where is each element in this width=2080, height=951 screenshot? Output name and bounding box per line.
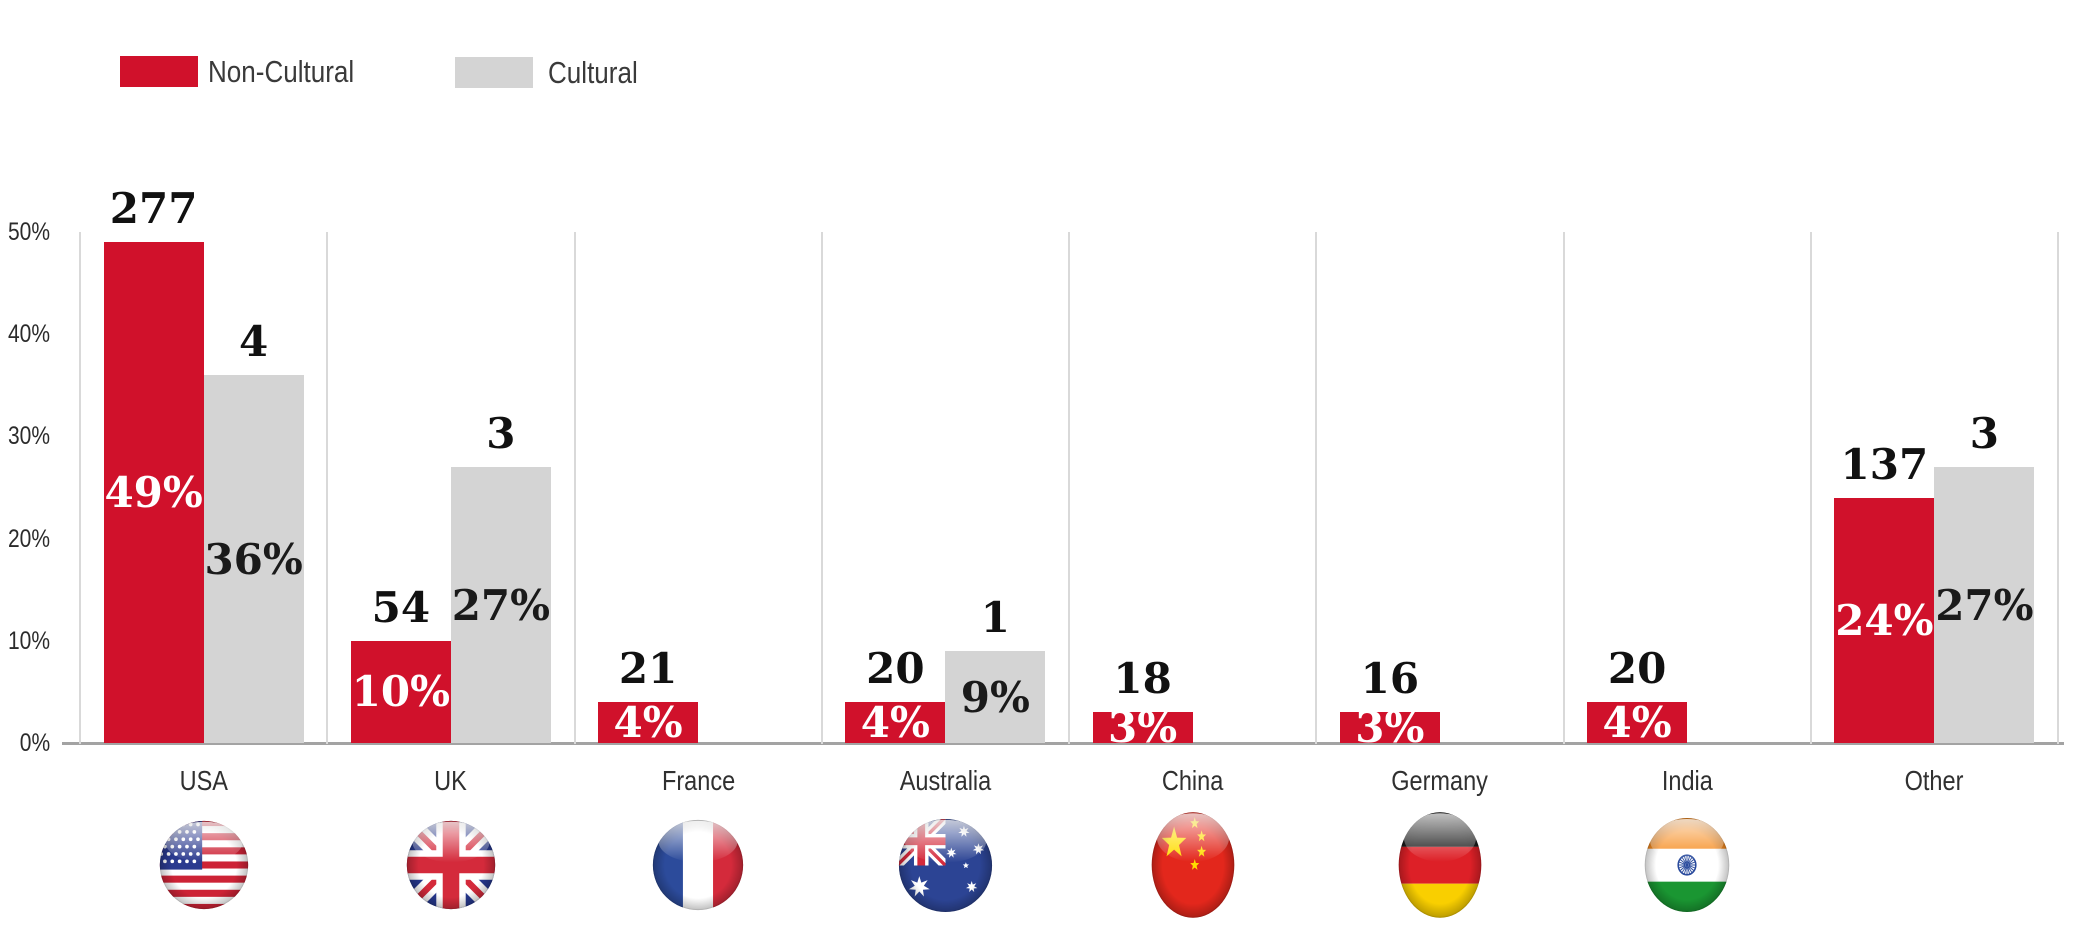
category-label-other: Other (1811, 766, 2058, 796)
bar-cultural-australia (945, 651, 1046, 743)
category-label-text: Germany (1391, 765, 1489, 796)
category-label-text: Other (1904, 765, 1964, 796)
bar-cultural-uk (450, 467, 551, 743)
category-label-text: USA (179, 765, 228, 796)
panel-separator (1562, 232, 1565, 744)
bar-non-cultural-germany (1339, 712, 1440, 743)
y-tick-label: 40% (0, 318, 50, 350)
category-label-france: France (575, 766, 822, 796)
usa-flag-icon (158, 819, 250, 911)
panel-separator (1315, 232, 1318, 744)
bar-cultural-usa (203, 375, 304, 743)
count-label-non-cultural-other: 137 (1840, 439, 1929, 489)
category-label-text: UK (434, 765, 468, 796)
legend-swatch-non-cultural (120, 56, 198, 87)
panel-separator (573, 232, 576, 744)
bar-non-cultural-uk (350, 640, 451, 743)
bar-non-cultural-australia (845, 702, 946, 743)
panel-separator (326, 232, 329, 744)
bar-non-cultural-china (1092, 712, 1193, 743)
uk-flag-icon (405, 819, 497, 911)
count-label-non-cultural-france: 21 (618, 644, 678, 694)
percent-label-non-cultural-germany: 3% (1355, 703, 1425, 753)
y-tick-label: 20% (0, 523, 50, 555)
panel-separator (1068, 232, 1070, 744)
y-tick-label: 30% (0, 420, 50, 452)
legend-label-non-cultural: Non-Cultural (208, 54, 355, 89)
count-label-non-cultural-australia: 20 (866, 644, 925, 694)
percent-label-non-cultural-usa: 49% (104, 468, 203, 518)
percent-label-non-cultural-india: 4% (1602, 698, 1672, 748)
percent-label-non-cultural-france: 4% (613, 698, 683, 748)
category-label-text: Australia (899, 765, 992, 796)
y-tick-label: 10% (0, 625, 50, 657)
y-tick-text: 50% (8, 218, 51, 246)
category-label-china: China (1069, 766, 1316, 796)
count-label-cultural-australia: 1 (980, 593, 1010, 643)
category-label-text: France (661, 765, 735, 796)
bar-non-cultural-india (1587, 702, 1688, 743)
count-label-cultural-other: 3 (1969, 409, 1999, 459)
legend-label-cultural: Cultural (548, 55, 638, 90)
bar-non-cultural-other (1834, 497, 1935, 743)
percent-label-non-cultural-australia: 4% (860, 698, 930, 748)
panel-separator (2057, 232, 2059, 744)
y-tick-text: 10% (8, 626, 51, 655)
count-label-cultural-uk: 3 (486, 409, 516, 459)
count-label-non-cultural-india: 20 (1607, 644, 1667, 694)
category-label-usa: USA (80, 766, 327, 796)
category-label-text: India (1661, 765, 1713, 796)
percent-label-cultural-uk: 27% (451, 580, 551, 630)
australia-flag-icon (897, 817, 994, 914)
percent-label-non-cultural-china: 3% (1108, 703, 1178, 753)
china-flag-icon (1150, 810, 1236, 920)
panel-separator (79, 232, 81, 744)
count-label-non-cultural-uk: 54 (371, 582, 431, 632)
category-label-uk: UK (327, 766, 574, 796)
panel-separator (1809, 232, 1812, 744)
bar-non-cultural-usa (103, 242, 204, 743)
count-label-non-cultural-germany: 16 (1360, 654, 1420, 704)
percent-label-cultural-other: 27% (1935, 580, 2034, 630)
legend-swatch-cultural (455, 57, 533, 88)
percent-label-cultural-usa: 36% (204, 534, 303, 584)
germany-flag-icon (1397, 810, 1483, 920)
percent-label-non-cultural-other: 24% (1835, 595, 1934, 645)
panel-separator (820, 232, 823, 744)
india-flag-icon (1643, 816, 1731, 914)
category-label-australia: Australia (822, 766, 1069, 796)
percent-label-non-cultural-uk: 10% (351, 667, 451, 717)
x-axis-line (62, 742, 2064, 745)
bar-non-cultural-france (598, 702, 699, 743)
category-label-germany: Germany (1316, 766, 1563, 796)
y-tick-text: 40% (8, 320, 51, 349)
y-tick-label: 50% (0, 216, 50, 248)
percent-label-cultural-australia: 9% (960, 672, 1030, 722)
y-tick-text: 30% (8, 422, 51, 451)
bar-cultural-other (1934, 467, 2035, 743)
y-tick-text: 20% (8, 524, 51, 553)
category-label-text: China (1161, 765, 1224, 796)
count-label-non-cultural-usa: 277 (109, 184, 198, 234)
category-label-india: India (1564, 766, 1811, 796)
y-tick-label: 0% (0, 727, 50, 759)
count-label-non-cultural-china: 18 (1113, 654, 1172, 704)
y-tick-text: 0% (19, 729, 50, 757)
count-label-cultural-usa: 4 (239, 317, 269, 367)
france-flag-icon (651, 818, 745, 912)
